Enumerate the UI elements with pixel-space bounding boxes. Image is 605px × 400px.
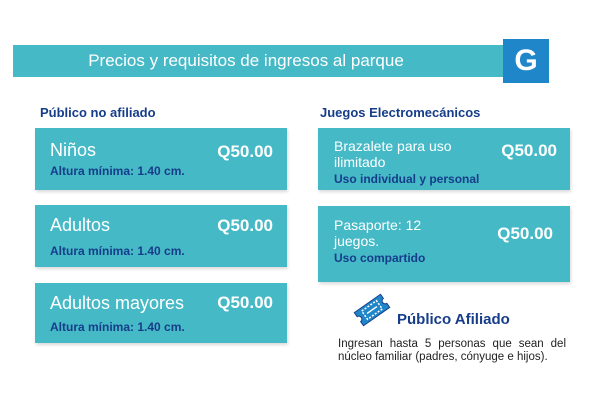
card-price: Q50.00: [217, 142, 273, 161]
price-card-pasaporte: Pasaporte: 12 juegos. Q50.00 Uso compart…: [318, 206, 570, 282]
section-title-no-afiliado: Público no afiliado: [40, 105, 156, 120]
section-title-juegos: Juegos Electromecánicos: [320, 105, 481, 120]
afiliado-description: Ingresan hasta 5 personas que sean del n…: [338, 338, 566, 363]
card-price: Q50.00: [501, 141, 557, 160]
card-price: Q50.00: [217, 293, 273, 312]
card-price: Q50.00: [217, 216, 273, 235]
card-note: Altura mínima: 1.40 cm.: [50, 244, 185, 258]
card-name: Pasaporte: 12 juegos.: [334, 217, 422, 249]
page-title: Precios y requisitos de ingresos al parq…: [88, 51, 404, 70]
price-card-ninos: Niños Q50.00 Altura mínima: 1.40 cm.: [35, 128, 287, 190]
price-card-adultos-mayores: Adultos mayores Q50.00 Altura mínima: 1.…: [35, 283, 287, 343]
price-card-adultos: Adultos Q50.00 Altura mínima: 1.40 cm.: [35, 205, 287, 267]
logo-letter: G: [514, 44, 538, 77]
logo-badge: G: [503, 39, 549, 83]
card-note: Altura mínima: 1.40 cm.: [50, 164, 185, 178]
afiliado-title: Público Afiliado: [397, 311, 510, 328]
card-note: Uso individual y personal: [334, 172, 480, 186]
card-note: Uso compartido: [334, 251, 426, 265]
header-bar: Precios y requisitos de ingresos al parq…: [13, 45, 549, 77]
ticket-icon: [352, 290, 392, 330]
card-note: Altura mínima: 1.40 cm.: [50, 320, 185, 334]
card-price: Q50.00: [497, 224, 553, 243]
card-name: Niños: [50, 140, 97, 160]
card-name: Brazalete para uso ilimitado: [334, 138, 452, 170]
card-name: Adultos: [50, 215, 111, 235]
card-name: Adultos mayores: [50, 293, 185, 313]
price-card-brazalete: Brazalete para uso ilimitado Q50.00 Uso …: [318, 128, 570, 190]
